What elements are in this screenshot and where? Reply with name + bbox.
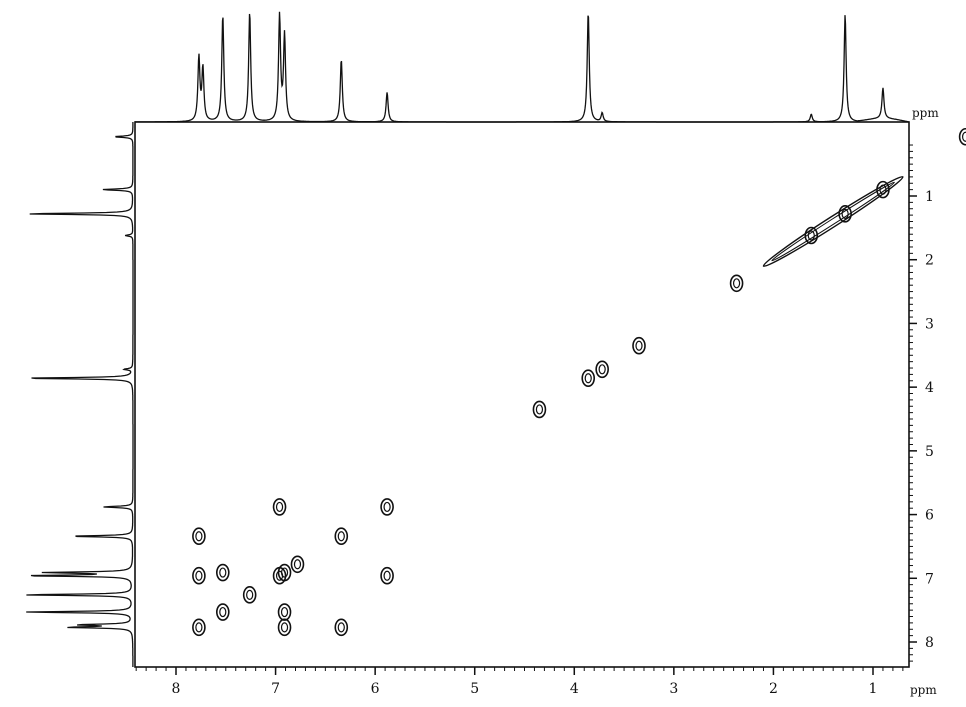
contour-outer (290, 555, 305, 574)
contour-inner (195, 531, 203, 542)
contour-inner (219, 567, 227, 578)
cross-peak (581, 369, 596, 388)
contour-inner (195, 622, 203, 633)
contour-inner (535, 404, 544, 415)
contour-outer (192, 527, 206, 546)
x-axis: 8 7 6 5 4 3 2 1 (135, 667, 904, 697)
y-tick-label: 6 (925, 508, 934, 524)
x-tick-label: 6 (371, 681, 380, 697)
contour-outer (838, 205, 852, 223)
contour-inner (280, 622, 289, 633)
contour-outer (242, 586, 257, 604)
contour-inner (280, 606, 289, 618)
x-tick-label: 4 (570, 681, 579, 697)
cross-peak (838, 205, 852, 223)
diagonal-ridge-inner (771, 181, 895, 262)
y-tick-label: 7 (925, 571, 934, 587)
contour-outer (272, 566, 287, 585)
contour-peaks (192, 127, 966, 637)
cross-peak (272, 498, 287, 516)
cross-peak (215, 603, 230, 621)
contour-inner (635, 340, 643, 351)
contour-outer (192, 566, 206, 585)
contour-outer (632, 336, 646, 355)
top-projection-trace (135, 11, 909, 123)
contour-inner (337, 531, 345, 542)
contour-inner (598, 364, 606, 375)
contour-outer (581, 369, 596, 388)
y-unit-label: ppm (912, 106, 939, 120)
y-tick-label: 5 (925, 444, 934, 460)
contour-outer (215, 603, 230, 621)
cross-peak (334, 527, 349, 546)
contour-outer (334, 618, 349, 637)
contour-inner (383, 570, 391, 581)
contour-inner (275, 570, 284, 581)
cross-peak (958, 127, 966, 146)
cross-peak (192, 618, 206, 637)
contour-outer (804, 226, 819, 245)
contour-inner (246, 589, 254, 600)
x-tick-label: 3 (669, 681, 678, 697)
contour-inner (383, 501, 391, 513)
plot-frame (134, 121, 910, 668)
cross-peak (729, 274, 744, 293)
contour-inner (337, 622, 345, 633)
contour-inner (293, 559, 302, 570)
cross-peak (334, 618, 349, 637)
contour-outer (215, 563, 230, 582)
contour-outer (334, 527, 349, 546)
x-tick-label: 7 (271, 681, 280, 697)
cross-peak (595, 360, 609, 379)
contour-outer (380, 566, 394, 585)
contour-outer (380, 498, 394, 516)
contour-inner (962, 131, 966, 142)
contour-outer (277, 618, 292, 637)
y-tick-label: 1 (925, 189, 934, 205)
y-tick-label: 2 (925, 253, 934, 269)
contour-inner (807, 230, 815, 241)
contour-inner (732, 278, 741, 289)
cross-peak (242, 586, 257, 604)
contour-inner (275, 501, 284, 513)
contour-outer (729, 274, 744, 293)
x-tick-label: 1 (869, 681, 878, 697)
y-axis: 1 2 3 4 5 6 7 8 (909, 144, 934, 662)
cross-peak (277, 603, 292, 621)
cross-peak (804, 226, 819, 245)
cross-peak (192, 527, 206, 546)
cross-peak (632, 336, 646, 355)
contour-inner (584, 373, 592, 384)
contour-outer (595, 360, 609, 379)
cross-peak (277, 618, 292, 637)
cross-peak (192, 566, 206, 585)
cross-peak (272, 566, 287, 585)
top-1d-projection (135, 11, 909, 123)
contour-inner (195, 570, 203, 581)
x-tick-label: 2 (769, 681, 778, 697)
y-tick-label: 3 (925, 316, 934, 332)
diagonal-ridge (762, 175, 904, 267)
y-tick-label: 4 (925, 380, 934, 396)
left-1d-projection (26, 122, 134, 667)
contour-inner (841, 208, 849, 219)
x-unit-label: ppm (910, 683, 937, 697)
contour-outer (192, 618, 206, 637)
cross-peak (380, 566, 394, 585)
cross-peak (290, 555, 305, 574)
left-projection-trace (26, 122, 134, 667)
contour-outer (532, 400, 547, 419)
y-tick-label: 8 (925, 635, 934, 651)
cross-peak (215, 563, 230, 582)
x-tick-label: 8 (172, 681, 181, 697)
x-tick-label: 5 (470, 681, 479, 697)
cross-peak (380, 498, 394, 516)
contour-outer (272, 498, 287, 516)
cross-peak (532, 400, 547, 419)
contour-outer (277, 603, 292, 621)
contour-inner (219, 606, 227, 618)
